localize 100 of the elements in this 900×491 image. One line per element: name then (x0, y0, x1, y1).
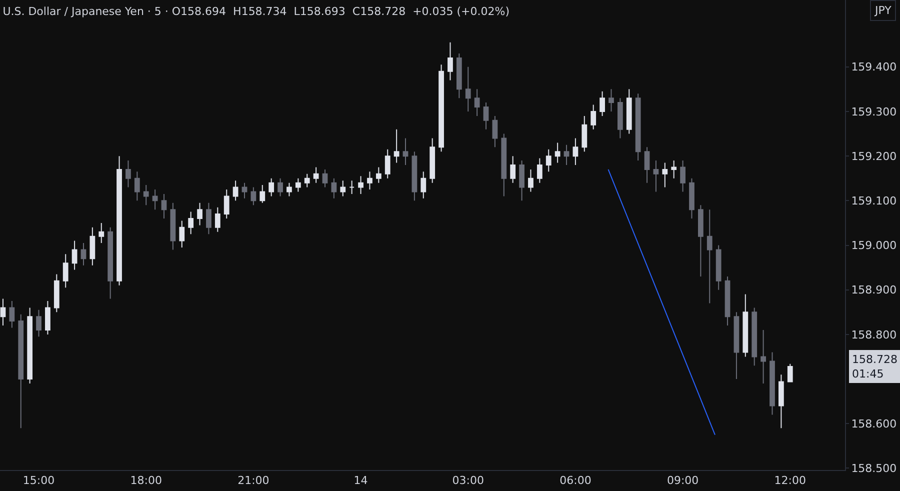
candlestick (394, 128, 400, 164)
candlestick (590, 104, 596, 130)
candlestick (724, 276, 730, 326)
candlestick (501, 133, 507, 197)
candlestick (510, 156, 516, 184)
candlestick (295, 178, 301, 192)
candlestick (564, 144, 570, 166)
candlestick (770, 352, 775, 416)
candlestick (438, 64, 444, 152)
candlestick (420, 171, 426, 199)
candlestick (349, 180, 355, 194)
candlestick (340, 180, 346, 197)
candlestick (206, 202, 212, 235)
candlestick (62, 254, 68, 288)
candlestick (626, 88, 632, 134)
y-tick-label: 158.600 (851, 417, 897, 430)
candlestick (170, 202, 176, 250)
candlestick (134, 171, 140, 202)
y-tick-label: 158.800 (851, 328, 897, 342)
candlestick (519, 160, 524, 202)
candlestick (242, 182, 248, 199)
y-tick-label: 159.300 (851, 105, 897, 118)
candlestick (662, 162, 668, 188)
candlestick (474, 88, 480, 116)
candlestick (456, 53, 462, 99)
candlestick (582, 115, 588, 152)
candlestick (143, 184, 149, 206)
y-tick-label: 159.400 (851, 60, 897, 74)
candlestick (787, 363, 793, 383)
candlestick (483, 102, 489, 130)
candlestick (0, 298, 6, 326)
candlestick (18, 314, 24, 429)
text: JPY (874, 4, 892, 17)
y-tick-label: 159.000 (851, 239, 897, 252)
candlestick (214, 206, 220, 232)
x-tick-label: 03:00 (452, 474, 484, 488)
candlestick (250, 186, 256, 206)
candlestick (268, 178, 274, 197)
candlestick (706, 209, 712, 304)
candlestick (752, 307, 758, 366)
x-tick-label: 06:00 (560, 474, 592, 488)
candlestick (430, 138, 436, 184)
text: 158.728 01:45 (852, 353, 898, 380)
x-tick-label: 18:00 (130, 474, 162, 488)
candlestick (635, 93, 641, 162)
candlestick (376, 166, 382, 184)
x-tick-label: 14 (354, 474, 368, 488)
x-tick-label: 21:00 (238, 474, 270, 488)
candlestick (126, 160, 131, 188)
y-tick-label: 159.200 (851, 150, 897, 163)
candlestick (98, 222, 104, 244)
candlestick (358, 176, 364, 194)
candlestick (161, 193, 167, 219)
candlestick (90, 226, 96, 266)
candlestick (528, 168, 534, 192)
y-tick-label: 158.900 (851, 284, 897, 297)
candlestick (412, 151, 418, 202)
candlestick (653, 160, 659, 192)
candlestick (152, 189, 158, 210)
candlestick (286, 182, 292, 197)
candlestick (671, 160, 677, 179)
candlestick (116, 156, 122, 286)
candlestick (313, 166, 319, 184)
candlestick (27, 307, 33, 384)
candlestick (179, 220, 185, 248)
candlestick (80, 242, 86, 266)
candlestick (680, 160, 686, 192)
candlestick (367, 171, 372, 190)
candlestick (734, 312, 740, 380)
x-tick-label: 15:00 (22, 474, 55, 488)
candlestick (9, 300, 15, 328)
text: U.S. Dollar / Japanese Yen · 5 · O158.694 H158.734 L158.693 C158.728 +0.035 (+0.02%) (2, 5, 510, 18)
candlestick (536, 158, 542, 184)
y-tick-label: 158.500 (851, 462, 897, 476)
x-tick-label: 09:00 (666, 474, 699, 488)
candlestick (260, 184, 266, 204)
candlestick (54, 274, 60, 313)
candlestick (108, 226, 114, 300)
candlestick (232, 180, 238, 202)
candlestick (492, 115, 498, 148)
candlestick (760, 329, 766, 384)
candlestick (689, 178, 694, 219)
candlestick (384, 148, 390, 179)
candlestick (716, 244, 722, 290)
candlestick (197, 202, 202, 226)
candlestick (778, 374, 784, 429)
candlestick (188, 211, 194, 235)
candlestick (600, 90, 605, 116)
candlestick (224, 189, 230, 219)
candlestick (45, 300, 50, 335)
y-tick-label: 159.100 (851, 194, 897, 208)
candlestick (304, 173, 310, 188)
candlestick (617, 98, 623, 139)
candlestick (572, 138, 578, 166)
candlestick (331, 178, 337, 199)
candlestick (402, 138, 408, 166)
candlestick (72, 240, 78, 270)
candlestick (546, 148, 552, 172)
candlestick (698, 204, 704, 277)
candlestick (644, 146, 650, 184)
